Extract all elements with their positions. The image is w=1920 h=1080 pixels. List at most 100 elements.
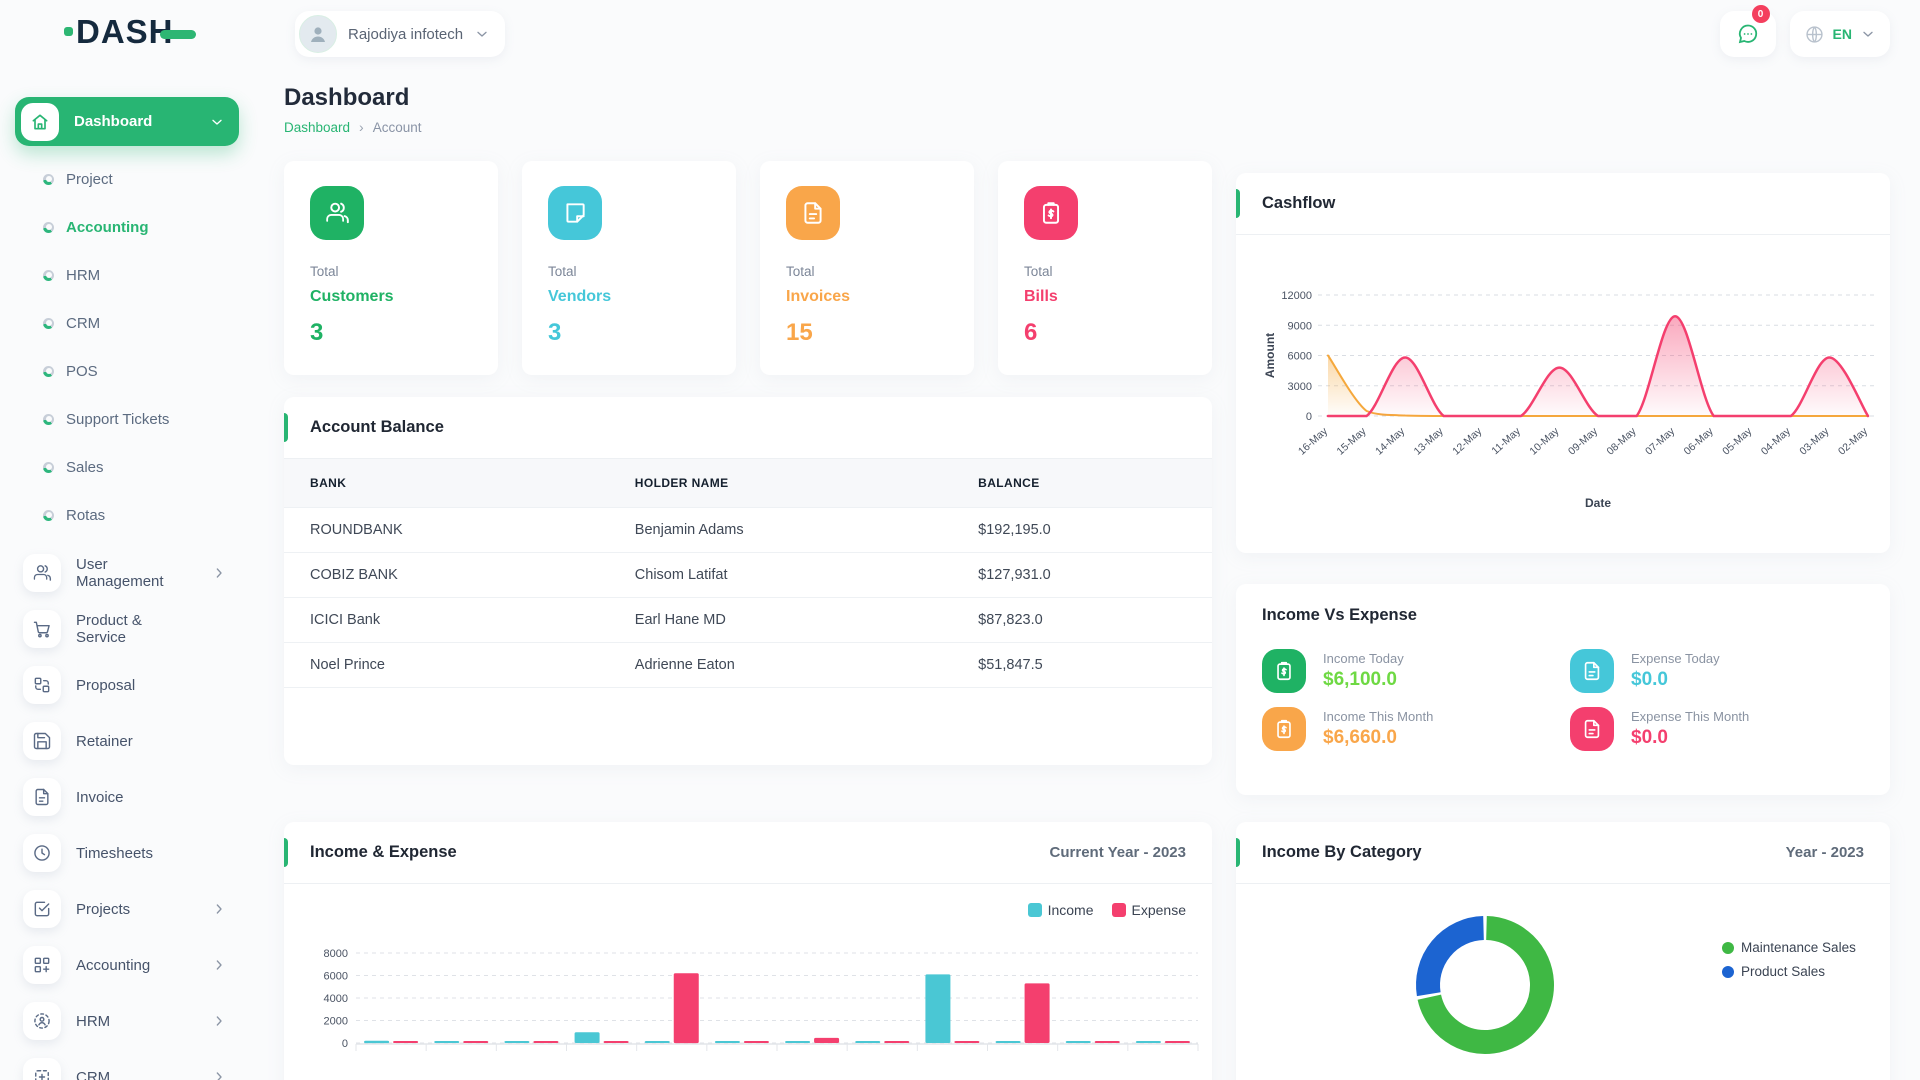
svg-text:9000: 9000 <box>1288 320 1312 332</box>
language-selector[interactable]: EN <box>1789 11 1890 57</box>
svg-text:12000: 12000 <box>1281 290 1312 302</box>
stat-value: $6,660.0 <box>1323 727 1397 748</box>
breadcrumb: Dashboard › Account <box>284 119 1890 135</box>
sidebar-item-hrm[interactable]: HRM <box>15 993 245 1049</box>
legend-label: Income <box>1047 902 1094 918</box>
sidebar-item-label: Product & Service <box>76 612 142 646</box>
balance-cell: $51,847.5 <box>952 642 1212 688</box>
stat-label: Invoices <box>786 288 851 305</box>
account-balance-card: Account Balance BANK HOLDER NAME BALANCE R… <box>284 397 1212 765</box>
user-menu[interactable]: Rajodiya infotech <box>295 11 506 57</box>
svg-text:12-May: 12-May <box>1450 425 1485 458</box>
divider <box>284 458 1212 459</box>
note-icon <box>566 203 585 223</box>
stat-prefix: Total <box>1024 264 1053 279</box>
sidebar: Dashboard Project Accounting HRM CRM POS… <box>0 70 260 1080</box>
sidebar-item-product-service[interactable]: Product & Service <box>15 601 245 657</box>
sidebar-item-invoice[interactable]: Invoice <box>15 769 245 825</box>
breadcrumb-link-dashboard[interactable]: Dashboard <box>284 119 351 135</box>
sidebar-subitem-project[interactable]: Project <box>15 155 245 203</box>
donut-legend: Maintenance Sales Product Sales <box>1722 940 1856 979</box>
legend-item-product-sales: Product Sales <box>1722 964 1856 979</box>
table-body: ROUNDBANK Benjamin Adams $192,195.0 COBI… <box>284 507 1212 688</box>
cashflow-card: Cashflow 12000 9000 6000 3000 0 Amount 16-May 1… <box>1236 173 1890 553</box>
sidebar-item-dashboard[interactable]: Dashboard <box>15 97 239 146</box>
messages-badge: 0 <box>1751 5 1770 23</box>
sidebar-item-label: Retainer <box>76 732 133 750</box>
stat-label: Income This Month <box>1323 709 1434 724</box>
svg-text:3000: 3000 <box>1288 381 1312 393</box>
holder-cell: Earl Hane MD <box>608 597 953 643</box>
area-chart: 12000 9000 6000 3000 0 Amount 16-May 15-May 14-M… <box>1263 290 1874 510</box>
sidebar-item-label: CRM <box>76 1068 111 1080</box>
clock-icon <box>34 845 50 861</box>
sidebar-item-retainer[interactable]: Retainer <box>15 713 245 769</box>
svg-text:13-May: 13-May <box>1412 425 1447 458</box>
sidebar-item-projects[interactable]: Projects <box>15 881 245 937</box>
donut-chart <box>1410 910 1560 1060</box>
stat-value: 3 <box>310 319 324 346</box>
sidebar-item-proposal[interactable]: Proposal <box>15 657 245 713</box>
divider <box>1236 234 1890 235</box>
sidebar-item-label: Projects <box>76 900 131 918</box>
hrm-icon <box>34 1013 50 1029</box>
chevron-down-icon <box>477 31 487 37</box>
stat-card-vendors: Total Vendors 3 <box>522 161 736 375</box>
svg-text:11-May: 11-May <box>1489 425 1523 457</box>
stat-prefix: Total <box>310 264 339 279</box>
header-actions: 0 EN <box>1719 5 1890 57</box>
bullet-icon <box>43 509 54 521</box>
messages-button[interactable]: 0 <box>1719 5 1776 57</box>
user-name: Rajodiya infotech <box>348 25 464 43</box>
users-icon <box>326 202 349 224</box>
user-avatar <box>299 15 337 53</box>
divider <box>284 883 1212 884</box>
sidebar-subitem-label: Rotas <box>66 506 106 524</box>
sidebar-subitem-sales[interactable]: Sales <box>15 443 245 491</box>
account-balance-row[interactable]: COBIZ BANK Chisom Latifat $127,931.0 <box>284 552 1212 598</box>
balance-cell: $127,931.0 <box>952 552 1212 598</box>
card-subtitle: Current Year - 2023 <box>1049 844 1186 861</box>
stat-expense-today: Expense Today $0.0 <box>1570 649 1864 693</box>
bullet-icon <box>43 317 54 329</box>
sidebar-subitem-label: Project <box>66 170 113 188</box>
account-balance-row[interactable]: Noel Prince Adrienne Eaton $51,847.5 <box>284 642 1212 688</box>
sidebar-subitem-accounting[interactable]: Accounting <box>15 203 245 251</box>
sidebar-subitem-crm[interactable]: CRM <box>15 299 245 347</box>
sidebar-item-timesheets[interactable]: Timesheets <box>15 825 245 881</box>
card-title: Cashflow <box>1262 194 1336 212</box>
account-balance-row[interactable]: ICICI Bank Earl Hane MD $87,823.0 <box>284 597 1212 643</box>
sidebar-item-crm[interactable]: CRM <box>15 1049 245 1080</box>
bar-chart: 0 2000 4000 6000 8000 <box>324 948 1199 1051</box>
legend-swatch <box>1111 903 1126 917</box>
logo-accent-dot <box>64 27 73 36</box>
stat-value: 6 <box>1024 319 1038 346</box>
sidebar-subitem-hrm[interactable]: HRM <box>15 251 245 299</box>
sidebar-subitem-support-tickets[interactable]: Support Tickets <box>15 395 245 443</box>
svg-text:14-May: 14-May <box>1373 425 1408 458</box>
sidebar-subitem-label: Support Tickets <box>66 410 170 428</box>
svg-text:09-May: 09-May <box>1566 425 1601 458</box>
sidebar-subitem-rotas[interactable]: Rotas <box>15 491 245 539</box>
sidebar-item-user-management[interactable]: User Management <box>15 545 245 601</box>
chart-legend: Income Expense <box>284 884 1212 918</box>
table-header-row: BANK HOLDER NAME BALANCE <box>284 459 1212 508</box>
sidebar-item-label: Invoice <box>76 788 124 806</box>
chevron-right-icon <box>216 904 222 914</box>
account-balance-table: BANK HOLDER NAME BALANCE ROUNDBANK Benjami… <box>284 459 1212 688</box>
sidebar-item-label: Timesheets <box>76 844 153 862</box>
sidebar-item-accounting[interactable]: Accounting <box>15 937 245 993</box>
stat-label: Income Today <box>1323 651 1404 666</box>
users-icon <box>33 565 52 581</box>
svg-text:10-May: 10-May <box>1527 425 1562 458</box>
sidebar-subitem-pos[interactable]: POS <box>15 347 245 395</box>
sidebar-subnav: Project Accounting HRM CRM POS Support T… <box>15 155 245 539</box>
logo-accent-bar <box>159 30 196 39</box>
main-content: Dashboard Dashboard › Account Total Cust… <box>284 70 1890 1080</box>
clipboard-dollar-icon <box>1277 661 1291 681</box>
projects-icon <box>34 901 50 917</box>
account-balance-row[interactable]: ROUNDBANK Benjamin Adams $192,195.0 <box>284 507 1212 553</box>
brand-logo[interactable]: DASH <box>64 15 196 48</box>
stat-value: $6,100.0 <box>1323 669 1397 690</box>
